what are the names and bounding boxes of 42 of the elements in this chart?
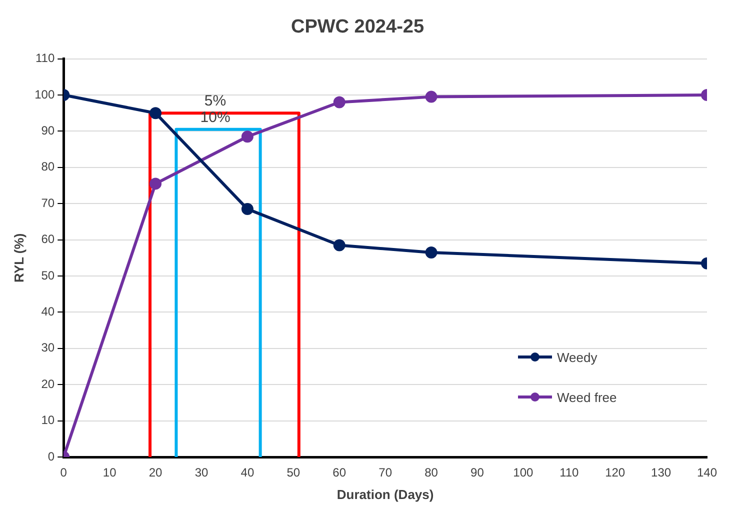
y-tick-label: 60 xyxy=(41,232,55,246)
y-tick-label: 70 xyxy=(41,196,55,210)
chart-title: CPWC 2024-25 xyxy=(290,16,424,38)
x-tick-label: 0 xyxy=(60,466,68,480)
y-tick-label: 40 xyxy=(41,304,55,319)
point xyxy=(241,130,254,143)
y-tick-label: 100 xyxy=(34,87,55,102)
y-tick-label: 0 xyxy=(48,449,55,464)
y-tick-label: 20 xyxy=(41,376,55,391)
legend-label: Weedy xyxy=(557,350,598,364)
x-tick-label: 10 xyxy=(102,466,117,480)
y-tick-label: 80 xyxy=(41,160,55,174)
x-tick-label: 80 xyxy=(424,466,438,480)
x-axis-title: Duration (Days) xyxy=(336,486,434,502)
point xyxy=(150,178,162,190)
point xyxy=(425,246,438,258)
x-tick-label: 20 xyxy=(148,466,163,480)
x-tick-label: 140 xyxy=(696,466,718,480)
legend-label: Weed free xyxy=(557,390,617,404)
x-tick-label: 100 xyxy=(513,466,534,480)
y-axis-title: RYL (%) xyxy=(11,233,26,282)
point xyxy=(150,107,162,120)
x-tick-label: 50 xyxy=(286,466,300,480)
y-tick-label: 10 xyxy=(41,413,55,428)
point xyxy=(333,239,346,252)
annotation: 10% xyxy=(200,109,230,126)
x-tick-label: 110 xyxy=(560,466,580,480)
x-tick-label: 30 xyxy=(194,466,208,480)
x-tick-label: 60 xyxy=(332,466,346,480)
x-tick-label: 120 xyxy=(605,466,626,480)
y-tick-label: 50 xyxy=(41,268,55,282)
x-tick-label: 70 xyxy=(378,466,392,480)
x-tick-label: 130 xyxy=(651,466,672,480)
y-tick-label: 110 xyxy=(35,51,55,66)
x-tick-label: 40 xyxy=(240,466,254,480)
point xyxy=(425,90,438,103)
y-tick-label: 30 xyxy=(41,340,55,355)
point xyxy=(333,96,346,108)
point xyxy=(241,203,254,216)
x-tick-label: 90 xyxy=(470,466,484,480)
y-tick-label: 90 xyxy=(41,124,55,138)
annotation: 5% xyxy=(204,92,226,110)
